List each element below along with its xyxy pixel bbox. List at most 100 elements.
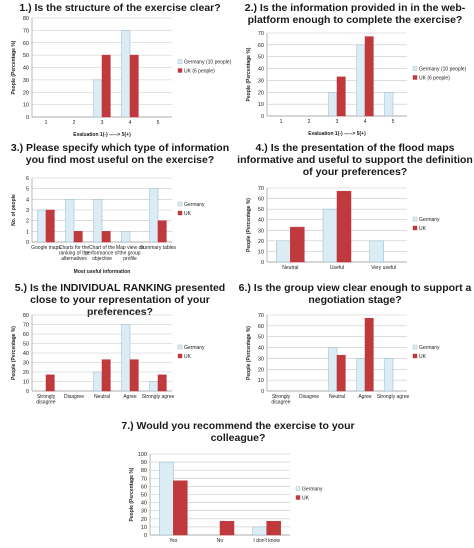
x-tick-label: 3	[336, 119, 339, 125]
bar-uk	[266, 520, 281, 536]
y-tick-label: 30	[258, 78, 264, 84]
y-tick-label: 50	[258, 207, 264, 213]
legend-swatch	[412, 66, 418, 71]
chart-6-plot: 0 10 20 30 40 50 60 70 People (Percentage %) Stro…	[246, 313, 440, 406]
bar-germany	[328, 347, 338, 392]
x-tick-label: Yes	[169, 538, 178, 544]
y-tick-label: 10	[141, 525, 147, 531]
legend-label: Germany	[184, 202, 205, 208]
x-tick-label: disagree	[271, 400, 290, 406]
x-tick-label: Chart of the	[89, 245, 115, 251]
y-axis-title: People (Percentage %)	[246, 47, 252, 101]
y-tick-label: 0	[144, 533, 147, 539]
bar-germany	[276, 240, 291, 263]
x-tick-label: Neutral	[329, 394, 345, 400]
bar-uk	[364, 36, 374, 117]
bar-germany	[328, 92, 338, 117]
x-tick-label: 4	[129, 120, 132, 126]
x-tick-label: profile	[123, 256, 137, 262]
y-tick-label: 40	[23, 66, 29, 72]
bar-germany	[149, 188, 159, 243]
x-axis-title: Evaluation 1(-) -----> 5(+)	[308, 131, 366, 137]
y-tick-label: 30	[258, 228, 264, 234]
x-tick-label: Useful	[330, 265, 344, 271]
x-tick-label: alternatives	[61, 256, 87, 262]
y-tick-label: 10	[258, 249, 264, 255]
legend-swatch	[177, 344, 183, 350]
bar-uk	[45, 374, 55, 392]
bar-germany	[356, 358, 366, 392]
chart-5-plot: 0 10 20 30 40 50 60 70 80 People (Percentage %) St…	[11, 313, 205, 406]
chart-title: 7.) Would you recommend the exercise to …	[121, 420, 355, 444]
legend-label: UK	[419, 354, 427, 360]
y-tick-label: 60	[141, 484, 147, 490]
legend-label: UK (6 people)	[419, 76, 450, 82]
y-tick-label: 5	[26, 187, 29, 193]
y-axis-title: No. of people	[11, 194, 17, 226]
legend-swatch	[177, 68, 183, 73]
y-tick-label: 60	[23, 41, 29, 47]
x-tick-label: Strongly agree	[377, 394, 410, 400]
bar-germany	[369, 240, 384, 263]
legend-label: UK (6 people)	[184, 69, 215, 75]
bar-uk	[129, 54, 139, 118]
y-tick-label: 90	[141, 460, 147, 466]
bar-uk	[101, 54, 111, 118]
y-tick-label: 40	[141, 501, 147, 507]
legend-swatch	[177, 353, 183, 359]
legend-label: Germany	[419, 345, 440, 351]
chart-title: 1.) Is the structure of the exercise cle…	[19, 2, 221, 14]
bar-germany	[37, 209, 47, 243]
y-tick-label: 70	[23, 28, 29, 34]
legend-label: UK	[302, 496, 310, 502]
chart-panel-4: 4.) Is the presentation of the flood map…	[237, 140, 473, 275]
y-tick-label: 20	[23, 370, 29, 376]
x-tick-label: performance of	[85, 251, 119, 257]
y-tick-label: 30	[23, 78, 29, 84]
legend-label: Germany	[419, 217, 440, 223]
bar-germany	[384, 358, 394, 392]
y-tick-label: 20	[258, 239, 264, 245]
chart-panel-2: 2.) Is the information provided in in th…	[237, 0, 473, 137]
y-tick-label: 0	[26, 115, 29, 121]
chart-2-plot: 0 10 20 30 40 50 60 70 People (Percentage %) 1 2 3 4…	[246, 31, 467, 137]
y-tick-label: 80	[23, 313, 29, 319]
x-tick-label: 3	[101, 120, 104, 126]
legend-swatch	[177, 210, 183, 216]
bar-germany	[93, 79, 103, 118]
x-tick-label: Charts for the	[59, 245, 90, 251]
bar-uk	[173, 480, 188, 536]
x-tick-label: Google maps	[31, 245, 61, 251]
legend-swatch	[177, 201, 183, 207]
y-tick-label: 70	[258, 313, 264, 319]
y-axis-title: People (Percentage %)	[246, 326, 252, 380]
legend-swatch	[295, 495, 301, 500]
x-tick-label: 2	[308, 119, 311, 125]
y-tick-label: 50	[258, 55, 264, 61]
bar-germany	[149, 381, 159, 392]
y-tick-label: 10	[23, 380, 29, 386]
x-tick-label: No	[217, 538, 224, 544]
y-tick-label: 100	[138, 452, 147, 458]
legend-label: Germany	[302, 487, 323, 493]
y-tick-label: 0	[261, 389, 264, 395]
y-tick-label: 20	[141, 517, 147, 523]
chart-panel-7: 7.) Would you recommend the exercise to …	[120, 418, 356, 548]
bar-uk	[101, 231, 111, 243]
bar-germany	[252, 526, 267, 536]
bar-germany	[93, 371, 103, 392]
bar-germany	[65, 199, 75, 243]
y-tick-label: 10	[258, 378, 264, 384]
x-tick-label: the group	[119, 251, 140, 257]
legend-swatch	[412, 353, 418, 359]
bar-uk	[364, 318, 374, 392]
x-tick-label: Neutral	[94, 394, 110, 400]
y-tick-label: 0	[261, 260, 264, 266]
bar-uk	[129, 359, 139, 392]
y-tick-label: 70	[258, 31, 264, 37]
y-tick-label: 2	[26, 219, 29, 225]
legend-label: Germany (10 people)	[419, 67, 467, 73]
x-tick-label: ranking of the	[59, 251, 90, 257]
chart-panel-5: 5.) Is the INDIVIDUAL RANKING presented …	[2, 280, 238, 415]
